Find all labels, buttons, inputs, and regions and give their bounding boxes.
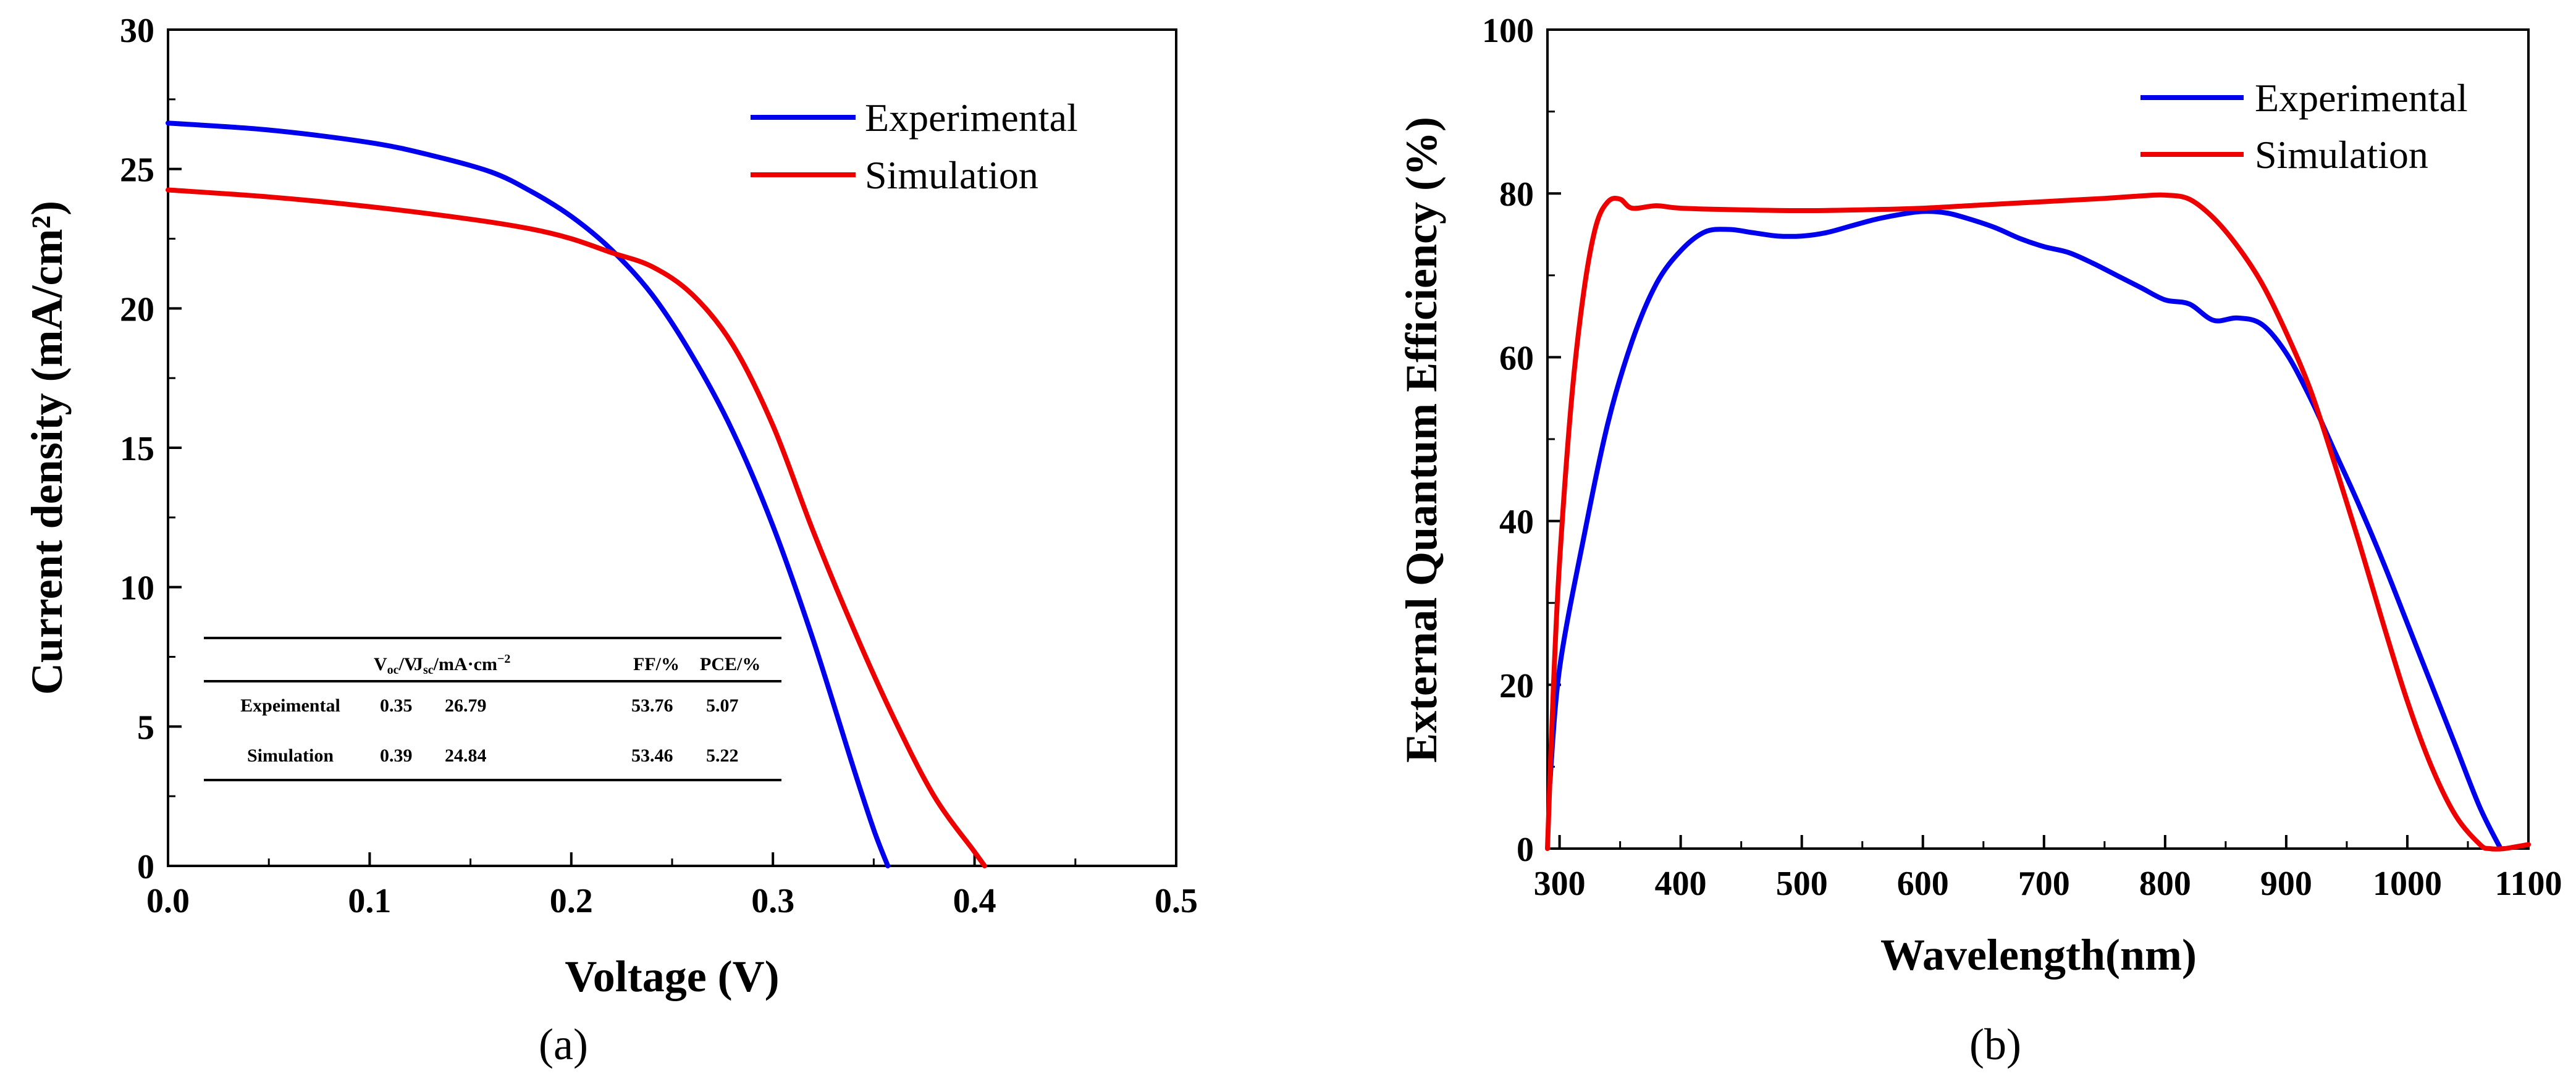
series-group-b — [1545, 192, 2531, 852]
y-tick-label-a: 10 — [120, 569, 154, 608]
table-cell-jsc: 26.79 — [445, 695, 487, 716]
y-tick-label-a: 5 — [137, 708, 154, 747]
table-cell-ff: 53.76 — [631, 695, 673, 716]
panel-label-a: (a) — [539, 1020, 588, 1069]
x-tick-label-a: 0.0 — [146, 882, 190, 920]
y-tick-label-a: 25 — [120, 151, 154, 190]
series-line-simulation-a — [166, 187, 987, 868]
x-tick-label-a: 0.2 — [550, 882, 593, 920]
y-tick-label-b: 0 — [1517, 831, 1534, 869]
series-line-experimental-a — [166, 120, 891, 868]
legend-label-experimental-b: Experimental — [2255, 76, 2468, 120]
table-header-jsc: Jsc/mA·cm−2 — [414, 652, 510, 677]
x-tick-label-a: 0.5 — [1155, 882, 1198, 920]
inset-table: Voc/V Jsc/mA·cm−2 FF/% PCE/% Expeimental… — [204, 637, 781, 781]
panel-label-b: (b) — [1969, 1020, 2021, 1069]
legend-label-experimental-a: Experimental — [865, 96, 1078, 140]
x-tick-label-b: 1100 — [2495, 865, 2562, 903]
table-cell-label: Expeimental — [240, 695, 340, 716]
y-tick-label-a: 20 — [120, 290, 154, 329]
panel-b: 300 400 500 600 700 800 900 1000 1100 0 20 40 60 80 10… — [1397, 12, 2562, 1069]
legend-b: Experimental Simulation — [2140, 76, 2468, 177]
y-tick-label-b: 100 — [1482, 12, 1534, 50]
series-line-experimental-b — [1547, 209, 2503, 851]
legend-label-simulation-b: Simulation — [2255, 133, 2428, 177]
x-tick-label-b: 600 — [1897, 865, 1949, 903]
x-tick-label-b: 1000 — [2373, 865, 2442, 903]
y-tick-label-b: 20 — [1499, 667, 1534, 705]
x-axis-title-a: Voltage (V) — [565, 952, 779, 1001]
x-tick-label-a: 0.1 — [348, 882, 391, 920]
x-tick-label-a: 0.4 — [953, 882, 996, 920]
series-line-simulation-b — [1545, 192, 2531, 852]
x-axis-title-b: Wavelength(nm) — [1880, 930, 2197, 980]
series-group-a — [166, 120, 987, 868]
y-tick-label-a: 15 — [120, 430, 154, 468]
table-header-ff: FF/% — [633, 654, 680, 674]
y-axis-title-a: Current density (mA/cm²) — [22, 201, 72, 695]
table-cell-pce: 5.22 — [706, 745, 739, 766]
x-tick-label-b: 400 — [1655, 865, 1707, 903]
table-cell-jsc: 24.84 — [445, 745, 487, 766]
x-tick-label-b: 800 — [2139, 865, 2191, 903]
x-tick-label-b: 900 — [2260, 865, 2312, 903]
y-tick-label-b: 40 — [1499, 503, 1534, 542]
table-cell-pce: 5.07 — [706, 695, 739, 716]
x-tick-label-b: 300 — [1534, 865, 1586, 903]
x-tick-label-b: 700 — [2018, 865, 2070, 903]
table-header-voc: Voc/V — [374, 654, 418, 677]
table-cell-voc: 0.39 — [380, 745, 413, 766]
x-tick-label-a: 0.3 — [751, 882, 794, 920]
legend-a: Experimental Simulation — [751, 96, 1078, 197]
y-tick-label-b: 60 — [1499, 339, 1534, 377]
legend-label-simulation-a: Simulation — [865, 153, 1038, 197]
table-cell-voc: 0.35 — [380, 695, 413, 716]
table-header-pce: PCE/% — [700, 654, 760, 674]
y-tick-label-a: 30 — [120, 12, 154, 50]
table-cell-label: Simulation — [247, 745, 334, 766]
y-axis-title-b: External Quantum Efficiency (%) — [1397, 117, 1446, 763]
panel-a: 0.0 0.1 0.2 0.3 0.4 0.5 0 5 10 15 20 25 30 Current d… — [22, 12, 1198, 1069]
y-tick-label-a: 0 — [137, 848, 154, 886]
x-tick-label-b: 500 — [1776, 865, 1828, 903]
table-cell-ff: 53.46 — [631, 745, 673, 766]
y-tick-label-b: 80 — [1499, 175, 1534, 214]
